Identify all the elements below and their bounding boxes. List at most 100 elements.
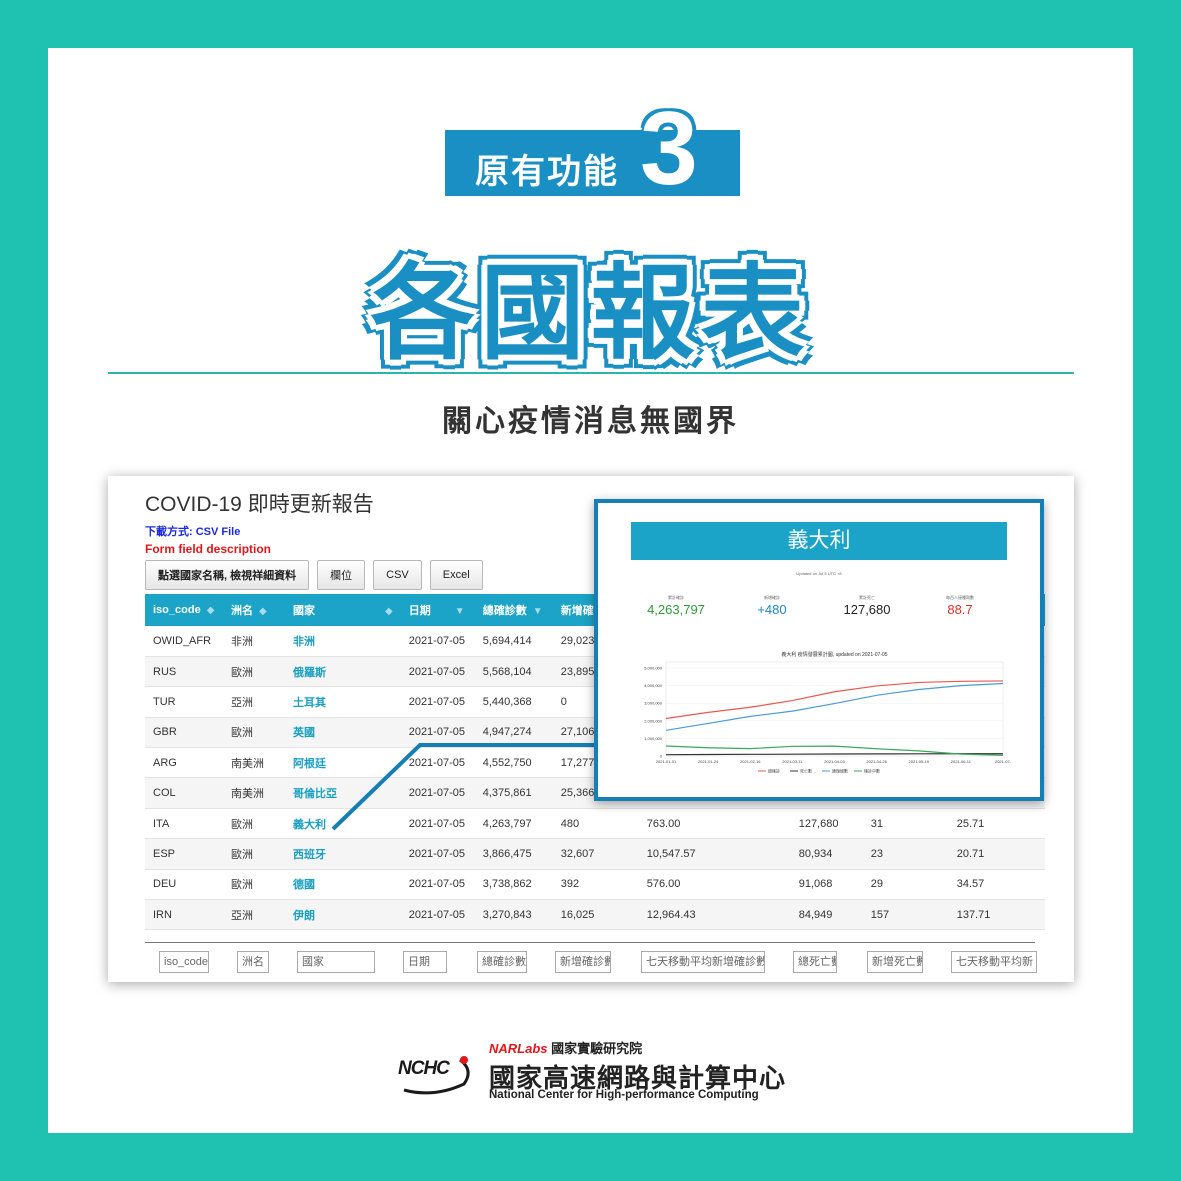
cell-new_deaths: 31 (862, 808, 949, 840)
stat-deaths: 累計死亡 127,680 (817, 595, 917, 617)
stat-new-value: +480 (757, 602, 787, 617)
sort-icon[interactable]: ▼ (454, 606, 465, 617)
filter-deaths[interactable]: 總死亡數 (793, 951, 837, 973)
sort-icon[interactable]: ◆ (259, 606, 267, 617)
chart-title: 義大利 疫情發展累計圖, updated on 2021-07-05 (781, 651, 887, 658)
cell-date: 2021-07-05 (400, 747, 475, 779)
narlabs-brand: NARLabs (489, 1041, 548, 1056)
cell-country[interactable]: 義大利 (285, 808, 401, 840)
filter-continent[interactable]: 洲名 (237, 951, 269, 973)
cell-avg_deaths: 137.71 (948, 899, 1045, 931)
cell-iso: GBR (145, 717, 223, 749)
center-name: 國家高速網路與計算中心 (489, 1063, 787, 1093)
view-details-button[interactable]: 點選國家名稱, 檢視祥細資料 (145, 560, 310, 590)
filter-new-deaths[interactable]: 新增死亡數 (867, 951, 923, 973)
cell-country[interactable]: 俄羅斯 (285, 656, 401, 688)
cell-date: 2021-07-05 (400, 656, 475, 688)
filter-new[interactable]: 新增確診數 (555, 951, 611, 973)
download-link[interactable]: 下載方式: CSV File (145, 526, 241, 538)
legend-label: 確診中數 (864, 768, 880, 774)
cell-total: 5,694,414 (474, 626, 553, 657)
series-line (665, 745, 1004, 756)
y-tick-label: 0 (660, 754, 663, 759)
cell-country[interactable]: 阿根廷 (285, 747, 401, 779)
badge-label: 原有功能 (475, 153, 619, 191)
sort-icon[interactable]: ▼ (532, 606, 543, 617)
line-chart: 義大利 疫情發展累計圖, updated on 2021-07-05 0 1,000… (644, 651, 1012, 774)
y-tick-label: 2,000,000 (644, 718, 663, 723)
cell-date: 2021-07-05 (400, 838, 475, 870)
feature-badge: 原有功能 3 (445, 91, 740, 207)
cell-continent: 歐洲 (223, 808, 285, 840)
cell-country[interactable]: 德國 (285, 869, 401, 901)
cell-date: 2021-07-05 (400, 899, 475, 931)
x-tick-label: 2021-06-11 (951, 759, 972, 764)
x-tick-label: 2021-01-01 (656, 759, 677, 764)
cell-date: 2021-07-05 (400, 869, 475, 901)
center-name-en: National Center for High-performance Com… (489, 1089, 759, 1101)
legend-label: 康復總數 (832, 768, 848, 774)
cell-iso: IRN (145, 899, 223, 931)
columns-button[interactable]: 欄位 (317, 560, 366, 590)
col-iso[interactable]: iso_code ◆ (145, 594, 223, 626)
sort-icon[interactable]: ◆ (206, 605, 215, 616)
table-row: DEU 歐洲 德國 2021-07-05 3,738,862 392 576.00 91,06… (145, 869, 1045, 901)
filter-avg-deaths[interactable]: 七天移動平均新 (951, 951, 1037, 973)
x-tick-label: 2021-07- (995, 759, 1012, 764)
stat-total: 累計確診 4,263,797 (626, 595, 726, 617)
cell-new: 16,025 (552, 899, 639, 931)
cell-continent: 南美洲 (223, 747, 285, 779)
popup-updated: Updated on Jul 5 UTC +8 (796, 571, 842, 576)
cell-country[interactable]: 哥倫比亞 (285, 777, 401, 809)
col-continent[interactable]: 洲名 ◆ (223, 594, 285, 626)
filter-country[interactable]: 國家 (297, 951, 375, 973)
cell-country[interactable]: 伊朗 (285, 899, 401, 931)
cell-new_deaths: 29 (862, 869, 949, 901)
cell-avg: 10,547.57 (638, 838, 791, 870)
cell-continent: 南美洲 (223, 777, 285, 809)
form-description-link[interactable]: Form field description (145, 542, 272, 556)
cell-new: 392 (552, 869, 639, 901)
nchc-wordmark: NCHC (398, 1058, 450, 1079)
csv-button[interactable]: CSV (373, 560, 422, 590)
col-country[interactable]: 國家 ◆ (285, 594, 401, 626)
excel-button[interactable]: Excel (429, 560, 483, 590)
cell-avg_deaths: 20.71 (948, 838, 1045, 870)
filter-total[interactable]: 總確診數 (477, 951, 527, 973)
stat-vaccine-value: 88.7 (947, 602, 973, 617)
cell-new: 32,607 (552, 838, 639, 870)
y-tick-label: 5,000,000 (644, 666, 663, 671)
cell-iso: ARG (145, 747, 223, 779)
filter-avg[interactable]: 七天移動平均新增確診數 (641, 951, 765, 973)
x-tick-label: 2021-04-26 (866, 759, 887, 764)
sort-icon[interactable]: ◆ (385, 606, 393, 617)
main-title: 各國報表 (370, 256, 811, 372)
divider (108, 372, 1074, 374)
cell-iso: TUR (145, 686, 223, 718)
cell-deaths: 84,949 (790, 899, 863, 931)
cell-avg: 763.00 (638, 808, 791, 840)
cell-country[interactable]: 土耳其 (285, 686, 401, 718)
col-date[interactable]: 日期 ▼ (400, 594, 475, 626)
cell-country[interactable]: 英國 (285, 717, 401, 749)
cell-date: 2021-07-05 (400, 777, 475, 809)
cell-iso: ITA (145, 808, 223, 840)
cell-continent: 非洲 (223, 626, 285, 657)
filter-date[interactable]: 日期 (403, 951, 447, 973)
cell-iso: RUS (145, 656, 223, 688)
table-row: IRN 亞洲 伊朗 2021-07-05 3,270,843 16,025 12,964.4… (145, 899, 1045, 931)
report-title: COVID-19 即時更新報告 (145, 493, 374, 516)
cell-continent: 歐洲 (223, 717, 285, 749)
cell-avg: 576.00 (638, 869, 791, 901)
cell-country[interactable]: 西班牙 (285, 838, 401, 870)
cell-iso: COL (145, 777, 223, 809)
col-total[interactable]: 總確診數 ▼ (474, 594, 553, 626)
cell-total: 5,568,104 (474, 656, 553, 688)
cell-avg_deaths: 34.57 (948, 869, 1045, 901)
table-row: ESP 歐洲 西班牙 2021-07-05 3,866,475 32,607 10,547.… (145, 838, 1045, 870)
cell-continent: 歐洲 (223, 838, 285, 870)
filter-iso[interactable]: iso_code (159, 951, 209, 973)
cell-country[interactable]: 非洲 (285, 626, 401, 657)
filter-row: iso_code 洲名 國家 日期 總確診數 新增確診數 七天移動平均新增確診數… (145, 942, 1037, 982)
cell-continent: 歐洲 (223, 656, 285, 688)
